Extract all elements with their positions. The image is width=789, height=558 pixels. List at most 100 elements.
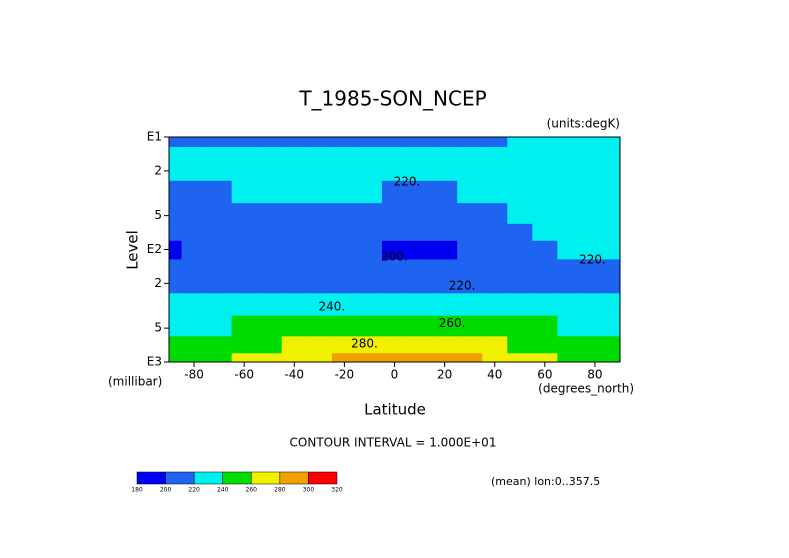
field-cell: [169, 353, 183, 363]
field-cell: [482, 353, 508, 363]
field-cell: [407, 180, 433, 204]
field-cell: [532, 180, 558, 204]
colorbar-swatch: [193, 471, 223, 485]
field-cell: [607, 163, 621, 182]
x-unit: (degrees_north): [538, 382, 634, 396]
field-cell: [231, 146, 258, 165]
field-cell: [407, 315, 433, 337]
x-tick-label: 80: [587, 368, 602, 382]
field-cell: [331, 353, 358, 363]
field-cell: [356, 315, 383, 337]
field-cell: [557, 353, 583, 363]
field-cell: [231, 353, 258, 363]
field-cell: [356, 146, 383, 165]
field-cell: [206, 293, 233, 317]
field-cell: [256, 240, 283, 260]
field-cell: [256, 353, 283, 363]
field-cell: [457, 146, 483, 165]
field-cell: [607, 203, 621, 225]
field-cell: [181, 240, 208, 260]
field-cell: [181, 180, 208, 204]
field-cell: [482, 240, 508, 260]
field-cell: [607, 146, 621, 165]
field-cell: [181, 146, 208, 165]
field-cell: [432, 203, 458, 225]
field-cell: [356, 240, 383, 260]
field-cell: [231, 203, 258, 225]
field-cell: [231, 336, 258, 354]
field-cell: [607, 240, 621, 260]
y-tick-label: 2: [154, 163, 162, 177]
field-cell: [607, 336, 621, 354]
x-tick-label: -20: [335, 368, 355, 382]
field-cell: [582, 223, 608, 242]
field-cell: [582, 336, 608, 354]
field-cell: [381, 315, 408, 337]
field-cell: [169, 336, 183, 354]
field-cell: [206, 137, 233, 148]
field-cell: [607, 180, 621, 204]
field-cell: [356, 203, 383, 225]
field-cell: [507, 163, 533, 182]
field-cell: [231, 240, 258, 260]
field-cell: [181, 223, 208, 242]
field-cell: [557, 336, 583, 354]
y-tick-label: 5: [154, 208, 162, 222]
chart-title: T_1985-SON_NCEP: [298, 87, 486, 111]
field-cell: [306, 163, 333, 182]
field-cell: [306, 203, 333, 225]
field-cell: [507, 315, 533, 337]
field-cell: [457, 353, 483, 363]
field-cell: [169, 259, 183, 277]
y-unit: (millibar): [108, 375, 162, 389]
field-cell: [482, 259, 508, 277]
x-tick-label: 60: [537, 368, 552, 382]
colorbar-swatch: [279, 471, 309, 485]
field-cell: [281, 223, 308, 242]
field-cell: [607, 259, 621, 277]
field-cell: [381, 336, 408, 354]
field-cell: [507, 146, 533, 165]
field-cell: [582, 180, 608, 204]
field-cell: [206, 353, 233, 363]
field-cell: [482, 137, 508, 148]
field-cell: [331, 293, 358, 317]
colorbar-label: 260: [246, 487, 258, 494]
field-cell: [381, 180, 408, 204]
field-cell: [432, 180, 458, 204]
field-cell: [356, 180, 383, 204]
field-cell: [557, 180, 583, 204]
field-cell: [281, 336, 308, 354]
field-cell: [169, 223, 183, 242]
colorbar-swatch: [136, 471, 166, 485]
field-cell: [507, 223, 533, 242]
x-tick-label: -40: [284, 368, 304, 382]
field-cell: [407, 259, 433, 277]
field-cell: [381, 137, 408, 148]
field-cell: [457, 315, 483, 337]
field-cell: [407, 203, 433, 225]
colorbar-label: 300: [303, 487, 315, 494]
field-cell: [281, 315, 308, 337]
field-cell: [381, 240, 408, 260]
field-cell: [306, 146, 333, 165]
field-cell: [181, 353, 208, 363]
field-cell: [181, 203, 208, 225]
field-cell: [231, 223, 258, 242]
field-cell: [381, 293, 408, 317]
x-tick-label: 20: [437, 368, 452, 382]
field-cell: [482, 163, 508, 182]
field-cell: [582, 163, 608, 182]
field-cell: [457, 223, 483, 242]
field-cell: [532, 336, 558, 354]
field-cell: [256, 146, 283, 165]
field-cell: [356, 276, 383, 294]
field-cell: [582, 293, 608, 317]
field-cell: [432, 259, 458, 277]
footnote: (mean) lon:0..357.5: [491, 475, 600, 488]
field-cell: [532, 203, 558, 225]
field-cell: [381, 146, 408, 165]
field-cell: [607, 223, 621, 242]
field-cell: [281, 240, 308, 260]
field-cell: [231, 137, 258, 148]
